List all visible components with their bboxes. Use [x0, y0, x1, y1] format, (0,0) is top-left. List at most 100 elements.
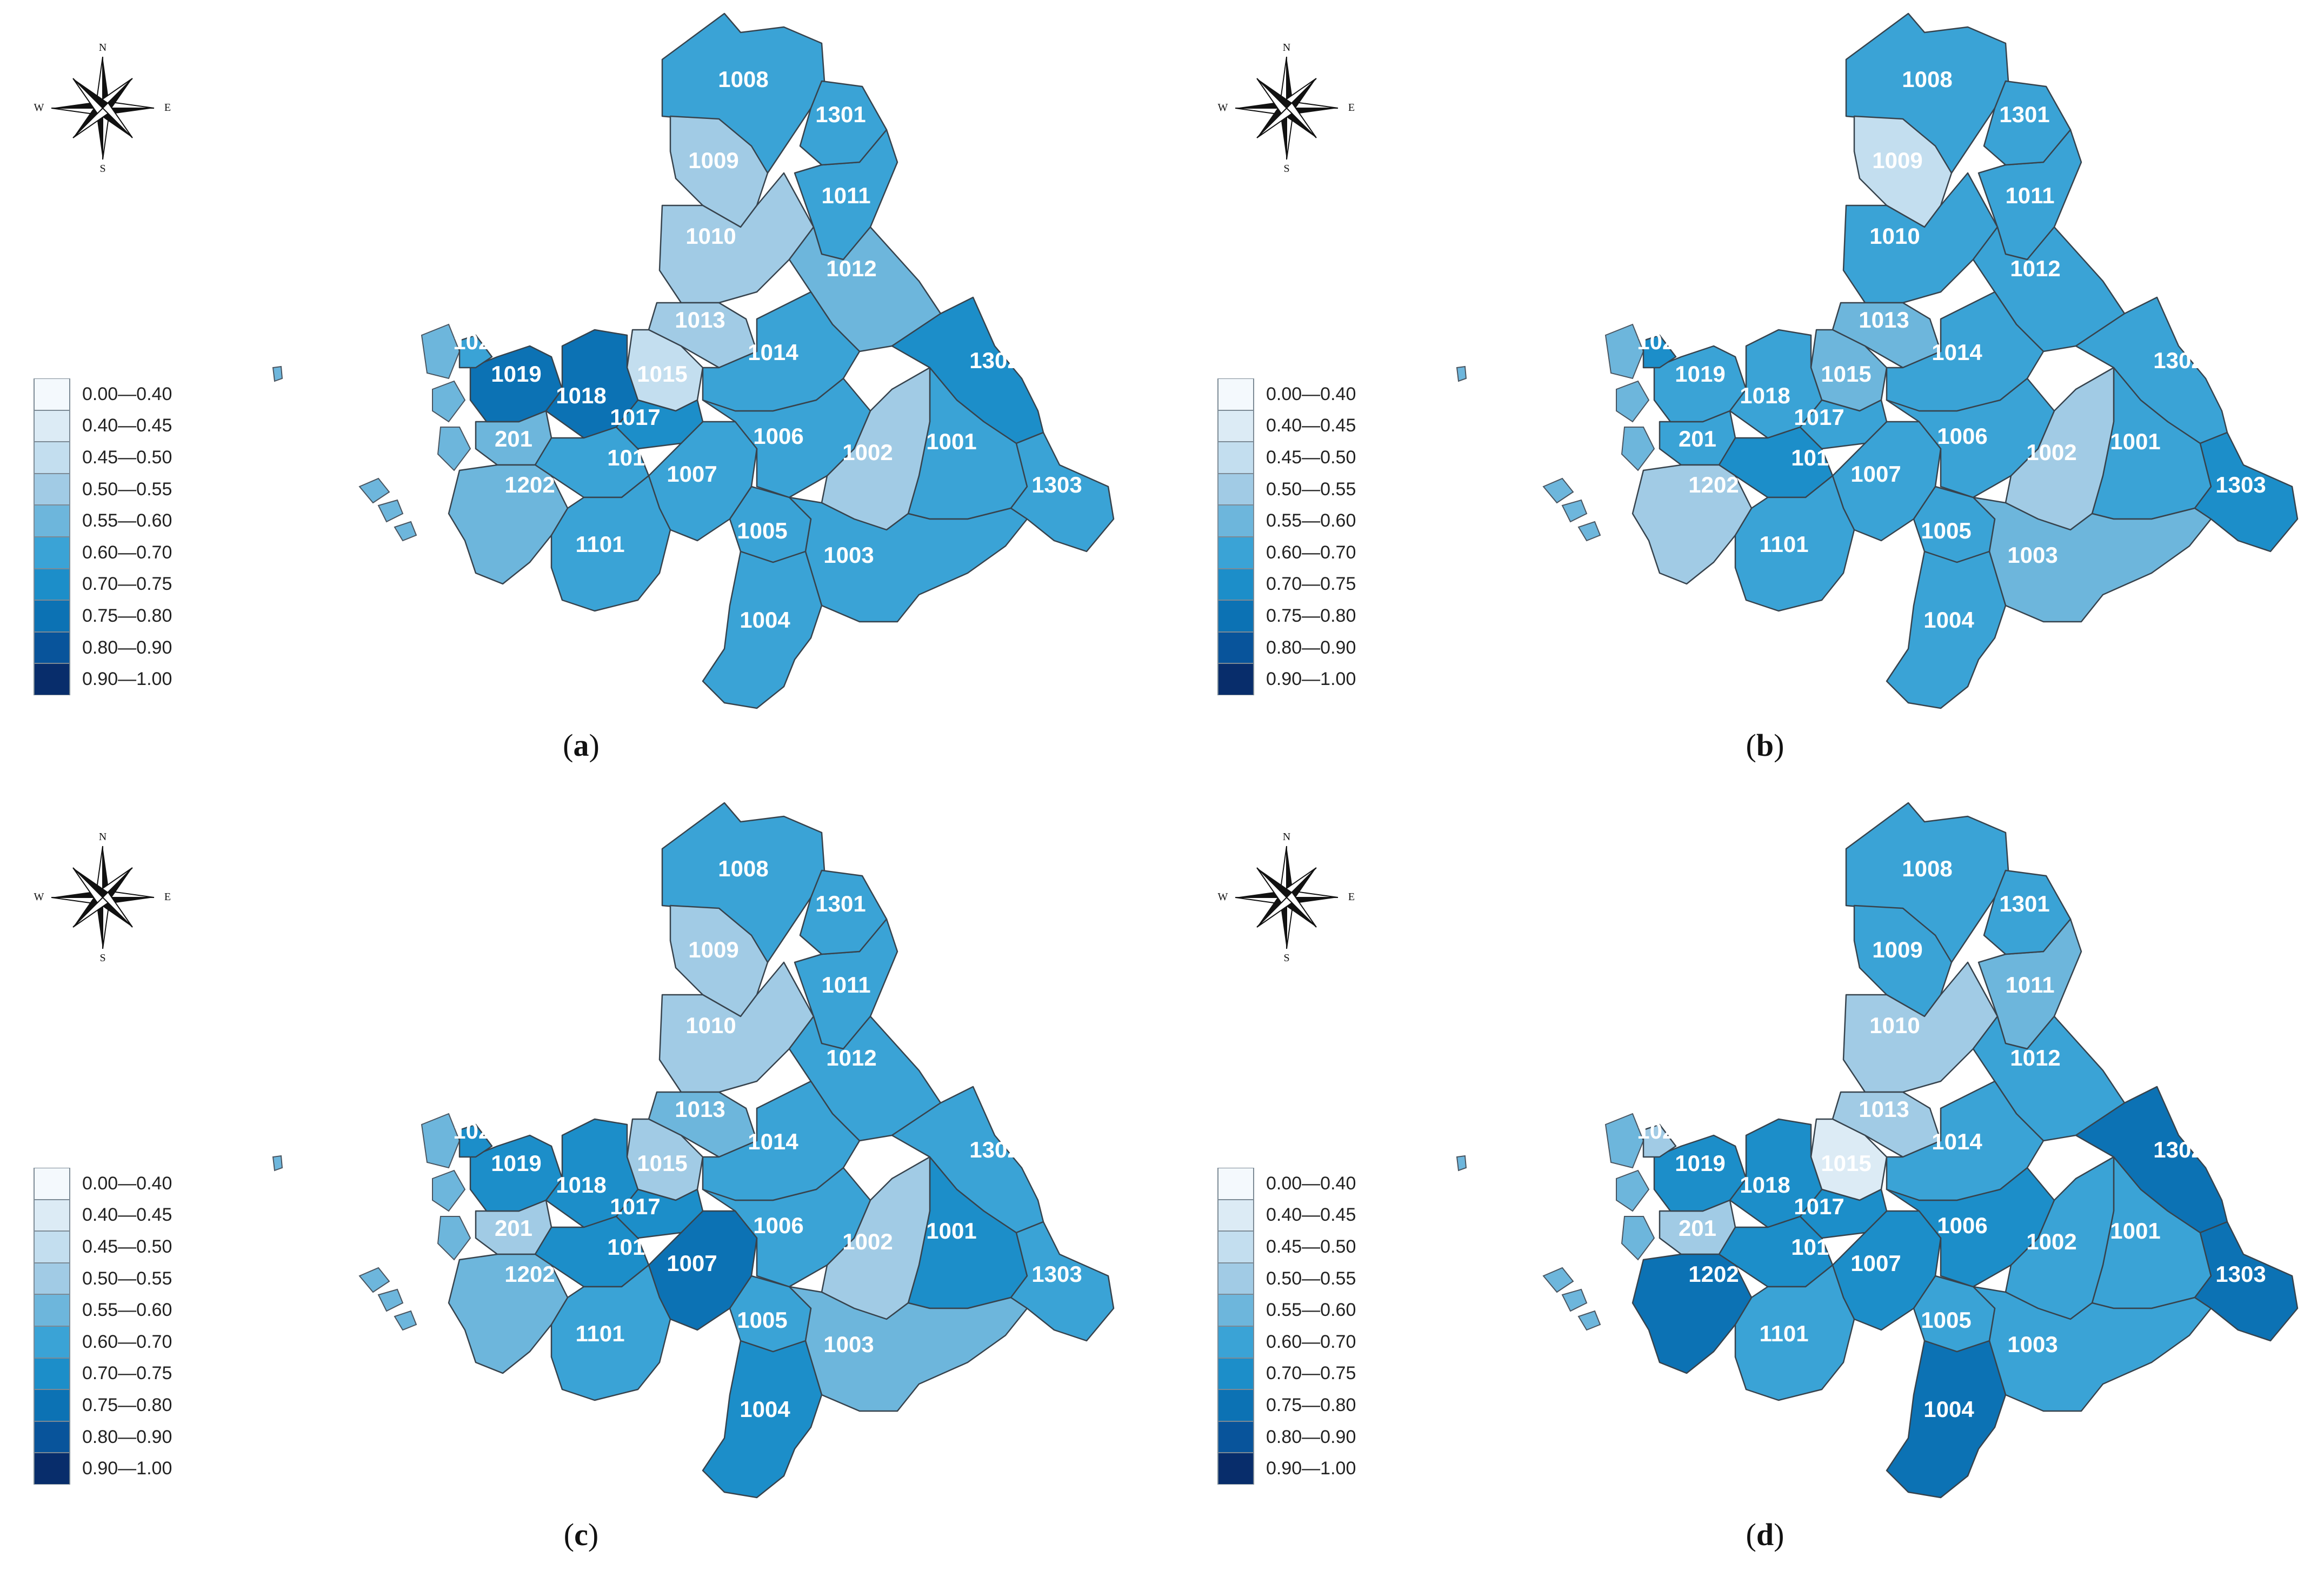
region-label-1013: 1013	[1859, 307, 1909, 332]
region-1017[interactable]	[615, 1188, 704, 1239]
compass-rose-icon: N S E W	[34, 42, 171, 175]
island-shape	[1621, 427, 1655, 471]
legend-label: 0.90—1.00	[1266, 1458, 1356, 1479]
region-label-201: 201	[1679, 426, 1716, 451]
region-1005[interactable]	[1913, 485, 1996, 563]
region-1005[interactable]	[729, 485, 812, 563]
region-1019[interactable]	[1653, 345, 1747, 423]
region-label-1024: 1024	[1637, 1118, 1688, 1143]
legend-label: 0.90—1.00	[1266, 669, 1356, 690]
island-shape	[1621, 1216, 1655, 1261]
region-1303[interactable]	[2194, 1221, 2299, 1342]
region-1101[interactable]	[1734, 475, 1855, 612]
island-shape	[272, 1155, 283, 1172]
region-1005[interactable]	[729, 1275, 812, 1353]
region-1017[interactable]	[615, 399, 704, 450]
region-1303[interactable]	[1010, 1221, 1115, 1342]
legend-label: 0.50—0.55	[1266, 1268, 1356, 1289]
legend-label: 0.60—0.70	[82, 542, 172, 563]
region-1202[interactable]	[1632, 1253, 1753, 1374]
legend-swatch	[1217, 663, 1254, 695]
legend-swatch	[34, 505, 70, 537]
region-1302[interactable]	[891, 1086, 1044, 1234]
legend-swatch	[34, 631, 70, 664]
map-panel-a: N S E W 201 1001 1002 1003 1004 1005 1006 1007 1008 1…	[0, 0, 1162, 795]
region-1014[interactable]	[702, 1080, 861, 1201]
legend-row: 0.80—0.90	[34, 631, 172, 664]
region-1017[interactable]	[1799, 399, 1888, 450]
region-1014[interactable]	[1886, 1080, 2045, 1201]
region-label-1202: 1202	[1688, 1261, 1739, 1287]
compass-letter-e: E	[164, 891, 171, 903]
panel-caption: (c)	[554, 1516, 608, 1553]
region-label-1019: 1019	[1675, 361, 1725, 387]
region-label-1017: 1017	[610, 404, 660, 430]
region-1024[interactable]	[1642, 334, 1677, 369]
legend-label: 0.40—0.45	[82, 1205, 172, 1226]
legend-label: 0.00—0.40	[1266, 383, 1356, 404]
legend: 0.00—0.40 0.40—0.45 0.45—0.50 0.50—0.55 0.55…	[34, 1168, 172, 1485]
region-label-1018: 1018	[556, 1172, 606, 1198]
map-panel-d: N S E W 201 1001 1002 1003 1004 1005 1006 1007 1008 1…	[1184, 789, 2324, 1584]
region-1202[interactable]	[448, 464, 569, 585]
region-label-1301: 1301	[1999, 891, 2049, 916]
region-1301[interactable]	[1983, 869, 2072, 955]
region-label-1019: 1019	[491, 361, 541, 387]
region-label-1101: 1101	[1759, 531, 1808, 557]
region-label-1013: 1013	[675, 1096, 725, 1122]
region-1101[interactable]	[550, 475, 671, 612]
region-label-1001: 1001	[926, 429, 976, 454]
legend-swatch	[1217, 410, 1254, 442]
region-1019[interactable]	[469, 1134, 563, 1212]
caption-paren-open: (	[1746, 728, 1756, 763]
region-label-1011: 1011	[2005, 972, 2054, 997]
legend-swatch	[1217, 1326, 1254, 1358]
map-panel-b: N S E W 201 1001 1002 1003 1004 1005 1006 1007 1008 1…	[1184, 0, 2324, 795]
region-1101[interactable]	[1734, 1264, 1855, 1401]
region-1024[interactable]	[458, 334, 493, 369]
region-1301[interactable]	[1983, 80, 2072, 166]
region-label-1011: 1011	[821, 183, 870, 208]
region-1014[interactable]	[702, 291, 861, 412]
region-1024[interactable]	[458, 1123, 493, 1158]
region-label-1007: 1007	[1850, 1250, 1901, 1276]
region-label-1008: 1008	[1902, 856, 1952, 881]
region-1019[interactable]	[1653, 1134, 1747, 1212]
region-label-1024: 1024	[453, 1118, 504, 1143]
caption-paren-open: (	[563, 728, 574, 763]
region-1019[interactable]	[469, 345, 563, 423]
legend-row: 0.75—0.80	[34, 1389, 172, 1421]
legend-label: 0.70—0.75	[82, 1363, 172, 1384]
region-label-1015: 1015	[637, 1150, 687, 1176]
region-label-1019: 1019	[491, 1150, 541, 1176]
compass-letter-w: W	[34, 891, 44, 903]
region-label-1004: 1004	[1923, 1396, 1974, 1422]
region-1302[interactable]	[2075, 296, 2228, 444]
region-1301[interactable]	[799, 869, 888, 955]
region-label-1007: 1007	[667, 1250, 717, 1276]
region-1303[interactable]	[1010, 431, 1115, 553]
island-shape	[1542, 1267, 1574, 1293]
region-label-1101: 1101	[575, 1321, 624, 1346]
region-label-1005: 1005	[1921, 518, 1971, 543]
region-1202[interactable]	[1632, 464, 1753, 585]
island-shape	[1604, 323, 1644, 380]
region-1302[interactable]	[2075, 1086, 2228, 1234]
region-1005[interactable]	[1913, 1275, 1996, 1353]
region-1301[interactable]	[799, 80, 888, 166]
region-label-1014: 1014	[1932, 340, 1982, 365]
region-1202[interactable]	[448, 1253, 569, 1374]
region-label-1006: 1006	[1937, 423, 1987, 449]
legend-swatch	[34, 378, 70, 410]
region-label-1202: 1202	[504, 1261, 555, 1287]
region-1017[interactable]	[1799, 1188, 1888, 1239]
region-1024[interactable]	[1642, 1123, 1677, 1158]
legend-label: 0.75—0.80	[82, 605, 172, 626]
island-shape	[1542, 477, 1574, 504]
region-label-1003: 1003	[2007, 1332, 2057, 1357]
region-label-1009: 1009	[1872, 148, 1922, 173]
region-1302[interactable]	[891, 296, 1044, 444]
region-1101[interactable]	[550, 1264, 671, 1401]
region-1014[interactable]	[1886, 291, 2045, 412]
region-1303[interactable]	[2194, 431, 2299, 553]
